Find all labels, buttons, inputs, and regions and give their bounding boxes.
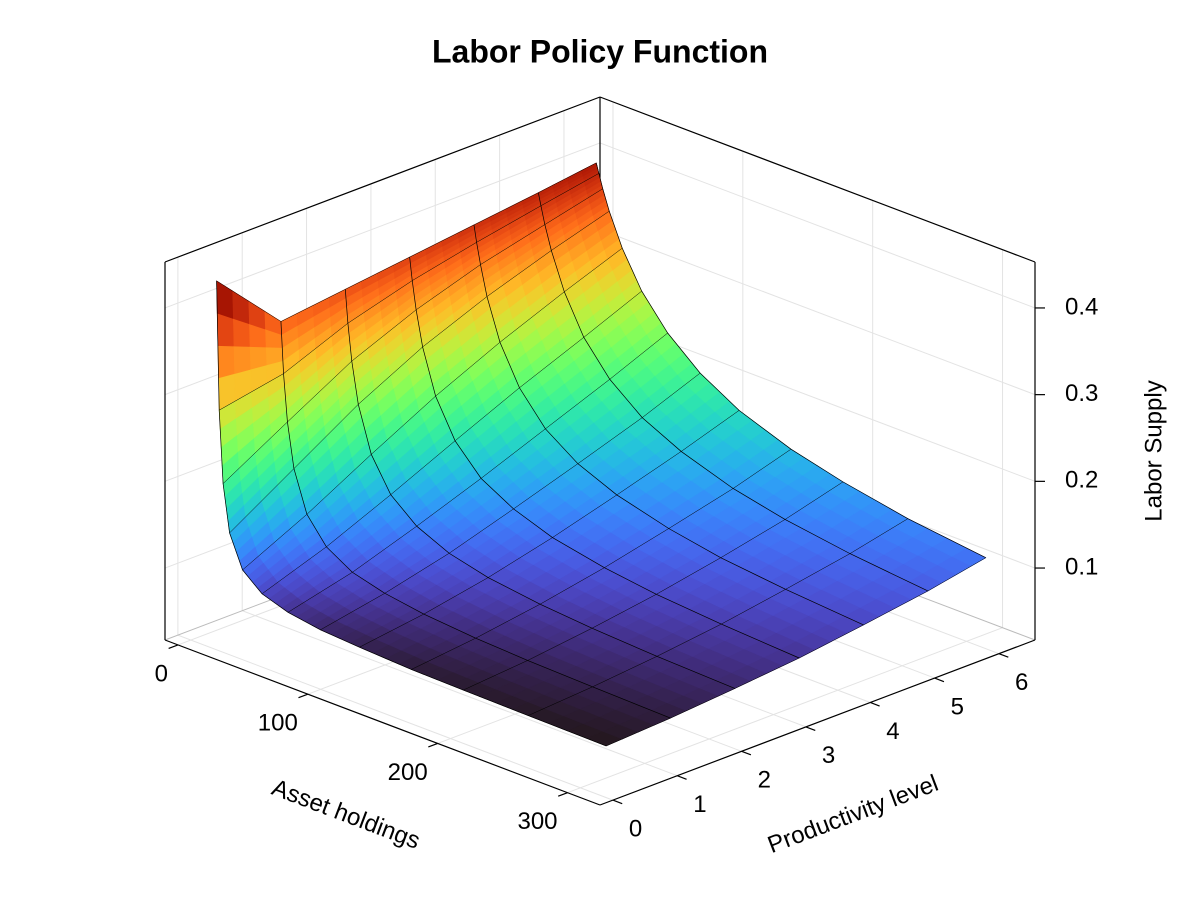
z-tick-label: 0.3 [1065,380,1098,407]
tick-mark [557,792,568,797]
surface-column-line [463,481,844,691]
y-tick-label: 6 [1015,669,1028,696]
y-tick-label: 1 [693,791,706,818]
x-tick-label: 0 [155,660,168,687]
surface-column-line [359,410,740,648]
axis-spine [599,96,1036,263]
y-tick-label: 0 [629,815,642,842]
grid-line [177,634,614,801]
surface-column-line [287,332,668,613]
surface-column-line [229,210,610,534]
surface-patch [233,345,252,374]
z-tick-label: 0.4 [1065,293,1098,320]
x-tick-label: 100 [258,710,298,737]
z-tick-label: 0.2 [1065,467,1098,494]
y-tick-label: 2 [758,767,771,794]
grid-line [599,229,1036,396]
surface-patch [249,346,268,370]
tick-mark [677,775,687,780]
tick-mark [934,677,945,683]
surface-patch [232,290,250,325]
x-tick-label: 300 [517,808,557,835]
tick-mark [998,653,1009,658]
surface-column-line [606,557,986,747]
tick-mark [428,742,438,748]
axis-spine [164,96,601,263]
tick-mark [168,644,179,650]
grid-line [599,142,1036,309]
z-tick-label: 0.1 [1065,553,1098,580]
tick-mark [741,750,752,756]
chart-title: Labor Policy Function [432,33,768,69]
x-tick-label: 200 [388,759,428,786]
tick-mark [870,701,880,707]
surface-patch [217,345,235,379]
y-tick-label: 4 [886,718,899,745]
x-axis-label: Asset holdings [268,774,424,855]
z-axis-label: Labor Supply [1140,380,1167,521]
grid-line [242,610,678,777]
surface-column-line [216,162,597,322]
surface-patch [216,280,234,319]
grid-line [164,142,601,309]
surface-column-line [411,448,792,670]
y-axis-label: Productivity level [764,770,942,859]
tick-mark [298,693,309,699]
surface-column-line [219,173,599,411]
surface-column-line [261,290,642,594]
surface-column-line [242,247,623,571]
surface-column-line [320,372,701,631]
surface-column-line [528,518,909,716]
surface-column-line [222,188,603,484]
axis-spine [599,639,1036,806]
axis-spine [164,639,601,806]
y-tick-label: 3 [822,742,835,769]
tick-mark [612,799,623,805]
y-tick-label: 5 [951,693,964,720]
tick-mark [805,726,816,732]
grid-line [567,627,1003,794]
